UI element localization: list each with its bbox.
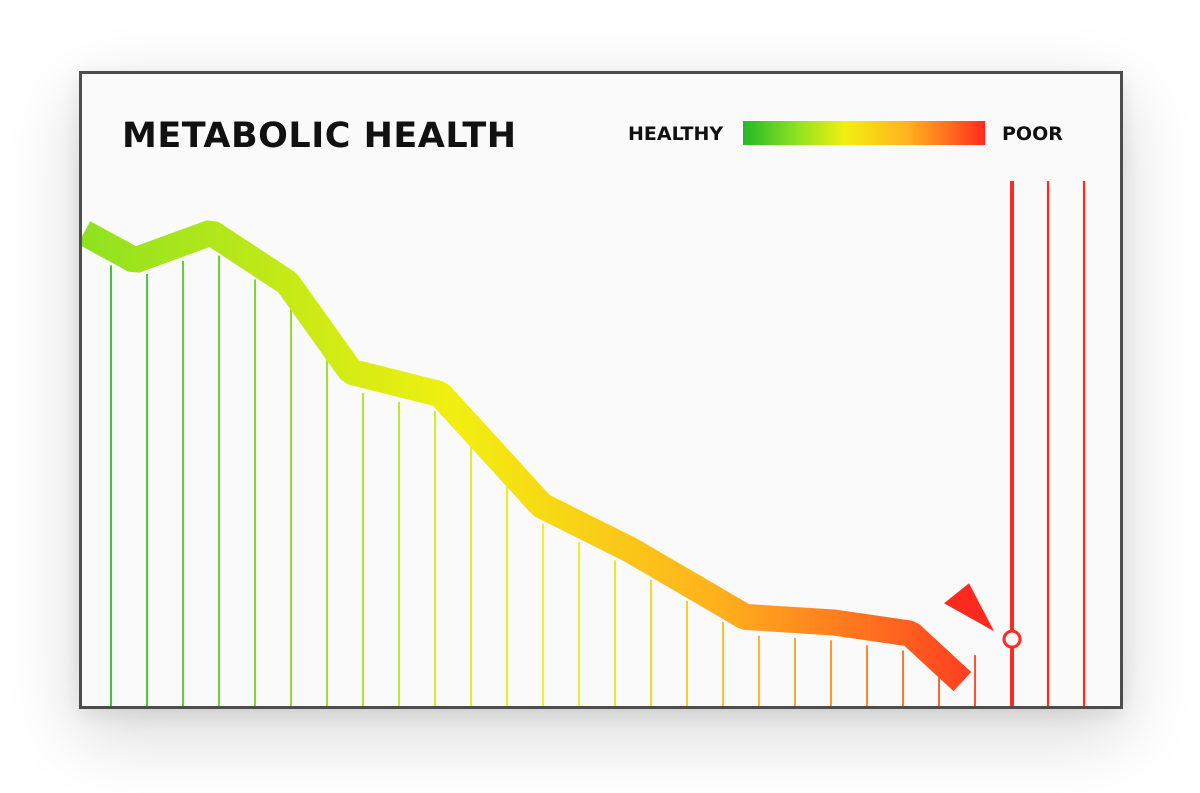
legend-color-scale xyxy=(743,121,985,145)
legend-healthy-label: HEALTHY xyxy=(628,123,724,145)
legend-poor-label: POOR xyxy=(1002,123,1063,145)
chart-panel: METABOLIC HEALTH HEALTHY POOR xyxy=(79,71,1123,709)
current-point-marker xyxy=(1002,629,1022,649)
chart-title: METABOLIC HEALTH xyxy=(122,116,517,156)
vertical-gridlines xyxy=(110,181,1086,706)
metabolic-health-trend-line xyxy=(82,220,972,692)
chart-svg xyxy=(82,181,1086,706)
trend-arrowhead xyxy=(944,583,994,632)
trend-layer xyxy=(82,220,1022,692)
